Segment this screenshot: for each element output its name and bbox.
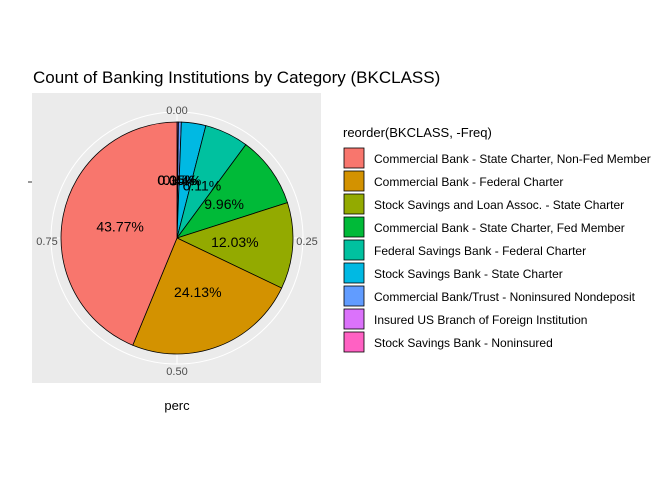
legend-label: Commercial Bank - Federal Charter — [374, 175, 563, 189]
pie-slices — [60, 121, 294, 355]
legend-label: Federal Savings Bank - Federal Charter — [374, 244, 586, 258]
legend-key — [343, 308, 365, 330]
slice-value-label: 0.05% — [157, 172, 197, 188]
slice-labels: 0.05%0.15%0.4%3.4%6.11% 9.96% 12.03% 24.13%… — [96, 172, 258, 300]
pie-slice — [132, 237, 283, 355]
legend-label: Stock Savings Bank - Noninsured — [374, 336, 553, 350]
slice-value-label: 24.13% — [174, 284, 221, 300]
legend-key — [343, 170, 365, 192]
legend-title: reorder(BKCLASS, -Freq) — [343, 125, 492, 140]
legend-label: Stock Savings Bank - State Charter — [374, 267, 563, 281]
slice-value-label: 6.11% — [183, 178, 222, 194]
pie-slice — [175, 202, 294, 289]
slice-value-label: 43.77% — [96, 219, 143, 235]
legend-key — [343, 239, 365, 261]
pie-slice — [175, 144, 288, 239]
legend-key — [343, 216, 365, 238]
radial-tick-0: 0.00 — [166, 105, 187, 117]
slice-value-label: 12.03% — [211, 234, 258, 250]
legend-label: Insured US Branch of Foreign Institution — [374, 313, 587, 327]
legend-label: Commercial Bank - State Charter, Fed Mem… — [374, 221, 625, 235]
legend-label: Commercial Bank/Trust - Noninsured Nonde… — [374, 290, 636, 304]
pie-slice — [60, 121, 178, 346]
legend-key — [343, 147, 365, 169]
legend-key — [343, 285, 365, 307]
legend-key — [343, 262, 365, 284]
slice-value-label: 9.96% — [204, 196, 244, 212]
legend-label: Commercial Bank - State Charter, Non-Fed… — [374, 152, 651, 166]
legend-label: Stock Savings and Loan Assoc. - State Ch… — [374, 198, 624, 212]
radial-tick-50: 0.50 — [166, 366, 187, 378]
slice-value-label: 3.4% — [169, 173, 201, 189]
slice-value-label: 0.4% — [162, 172, 194, 188]
legend-key — [343, 331, 365, 353]
x-axis-label: perc — [164, 398, 190, 413]
radial-tick-25: 0.25 — [296, 236, 317, 248]
legend: Commercial Bank - State Charter, Non-Fed… — [343, 147, 651, 353]
legend-key — [343, 193, 365, 215]
radial-tick-75: 0.75 — [36, 236, 57, 248]
slice-value-label: 0.15% — [158, 172, 198, 188]
chart-title: Count of Banking Institutions by Categor… — [33, 68, 440, 87]
